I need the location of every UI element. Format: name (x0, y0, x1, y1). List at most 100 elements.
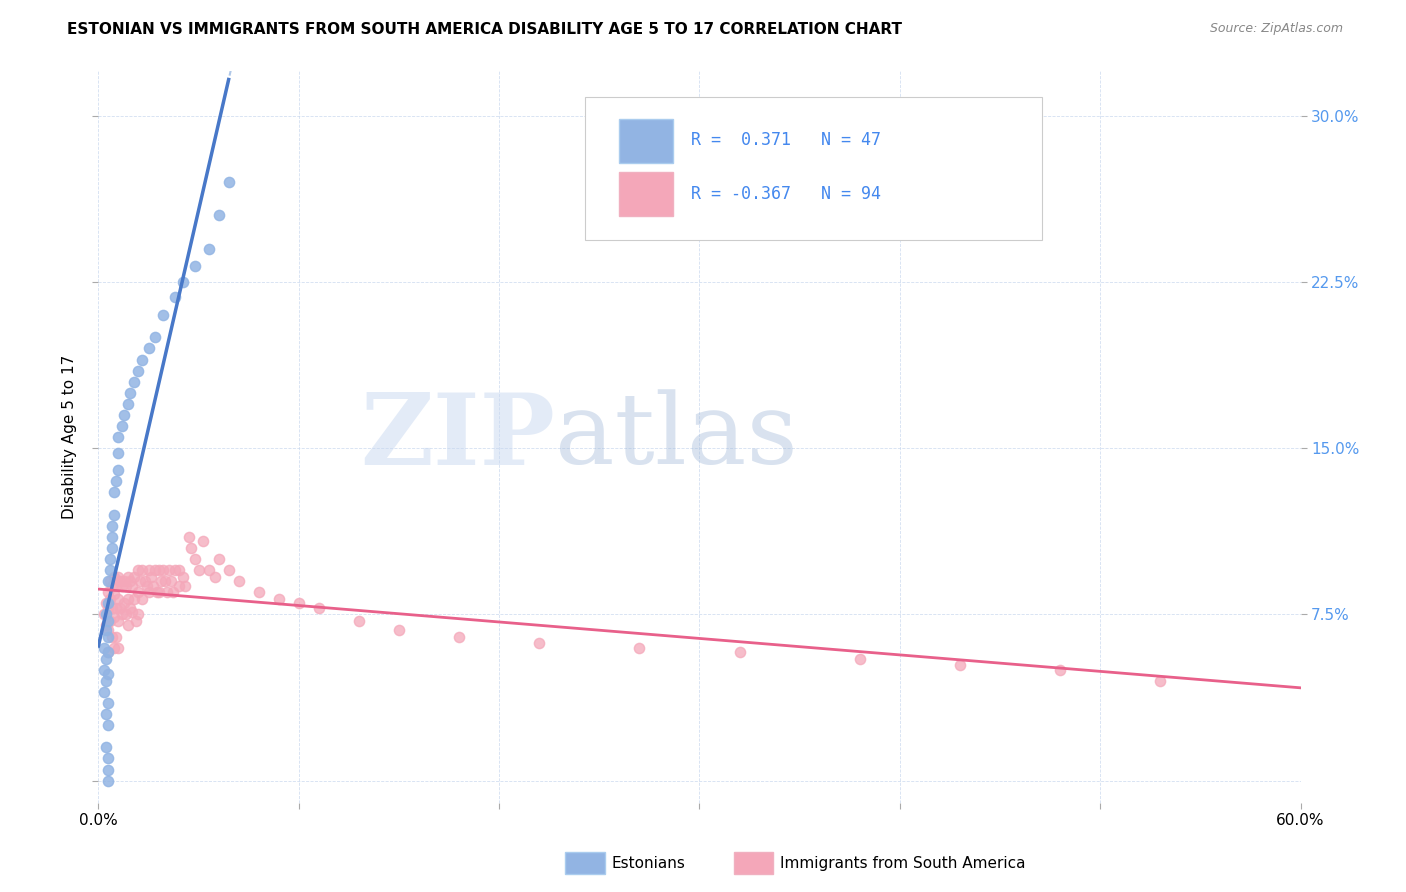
Point (129, 574, 152, 589)
Point (180, 541, 202, 555)
Point (105, 475, 128, 489)
Point (124, 570, 146, 584)
Point (103, 609, 125, 624)
Point (101, 630, 124, 644)
Point (191, 534, 214, 549)
Point (117, 618, 139, 632)
Point (93, 685, 115, 699)
Point (110, 574, 132, 589)
Point (97, 600, 120, 615)
Point (105, 630, 128, 644)
Point (728, 645, 751, 659)
Y-axis label: Disability Age 5 to 17: Disability Age 5 to 17 (62, 355, 77, 519)
Point (101, 600, 124, 615)
Point (101, 518, 124, 533)
Point (125, 614, 148, 628)
Point (173, 578, 195, 592)
Point (93, 607, 115, 622)
Point (114, 574, 136, 589)
Point (101, 541, 124, 555)
Point (107, 591, 129, 606)
Point (159, 574, 181, 589)
Point (97, 718, 120, 732)
Point (93, 663, 115, 677)
Point (131, 563, 153, 577)
Point (121, 605, 143, 619)
Point (96, 618, 118, 632)
Point (117, 397, 139, 411)
Point (105, 578, 128, 592)
Point (103, 640, 125, 655)
Point (111, 419, 134, 434)
Text: Immigrants from South America: Immigrants from South America (780, 856, 1026, 871)
Point (149, 574, 172, 589)
Point (152, 563, 174, 577)
Point (141, 578, 163, 592)
Point (97, 696, 120, 710)
Point (100, 552, 122, 566)
Point (105, 600, 128, 615)
Point (172, 570, 194, 584)
FancyBboxPatch shape (585, 97, 1042, 240)
Point (128, 563, 150, 577)
Point (96, 607, 118, 622)
Point (103, 570, 125, 584)
Point (97, 596, 120, 610)
Point (143, 563, 166, 577)
Point (101, 578, 124, 592)
Point (138, 342, 160, 356)
Point (152, 308, 174, 322)
Point (204, 570, 226, 584)
Point (117, 591, 139, 606)
Point (148, 585, 170, 599)
Point (100, 591, 122, 606)
Point (103, 587, 125, 601)
Point (96, 651, 118, 665)
Point (114, 596, 136, 610)
Point (167, 578, 190, 592)
Point (143, 330, 166, 344)
Point (197, 563, 219, 577)
Point (121, 578, 143, 592)
FancyBboxPatch shape (619, 172, 673, 216)
Point (628, 640, 651, 655)
Text: Estonians: Estonians (612, 856, 686, 871)
Point (97, 585, 120, 599)
Point (107, 570, 129, 584)
Point (183, 260, 205, 274)
Point (96, 596, 118, 610)
Point (145, 585, 167, 599)
Point (167, 563, 190, 577)
Point (97, 763, 120, 777)
Point (97, 773, 120, 788)
Point (96, 740, 118, 755)
Point (949, 658, 972, 673)
Point (187, 563, 209, 577)
Point (347, 614, 370, 628)
Point (100, 574, 122, 589)
Point (128, 363, 150, 377)
Point (103, 508, 125, 522)
Point (183, 552, 205, 566)
Point (447, 630, 470, 644)
Point (131, 352, 153, 367)
Point (97, 645, 120, 659)
Point (107, 445, 129, 459)
Point (153, 574, 176, 589)
Point (97, 574, 120, 589)
Point (111, 578, 134, 592)
Point (1049, 663, 1071, 677)
Text: ZIP: ZIP (360, 389, 555, 485)
Point (308, 600, 330, 615)
Point (529, 636, 551, 650)
Point (115, 607, 138, 622)
Text: R = -0.367   N = 94: R = -0.367 N = 94 (692, 186, 882, 203)
Point (96, 673, 118, 688)
Point (120, 574, 142, 589)
Point (117, 570, 139, 584)
Point (197, 242, 219, 256)
Point (131, 591, 153, 606)
Point (97, 623, 120, 637)
Point (115, 578, 138, 592)
Point (208, 552, 231, 566)
